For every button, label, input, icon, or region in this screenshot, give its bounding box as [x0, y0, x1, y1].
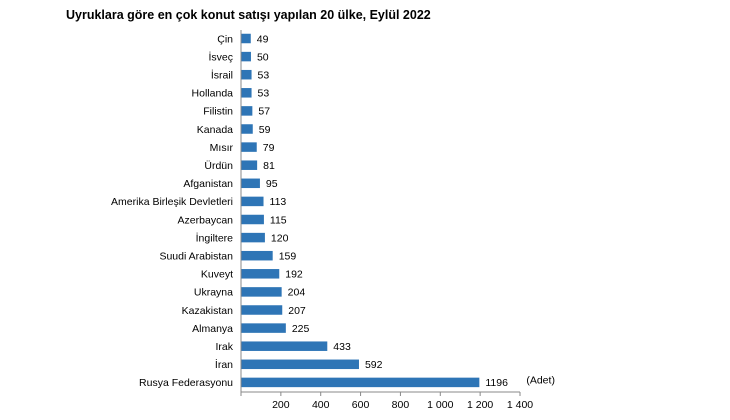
value-label: 113	[270, 196, 287, 208]
value-label: 49	[257, 33, 269, 45]
value-label: 592	[365, 359, 383, 371]
category-label: Çin	[217, 33, 233, 45]
bar	[241, 359, 359, 370]
bar	[241, 124, 253, 134]
value-label: 57	[258, 106, 270, 118]
value-label: 1196	[485, 377, 508, 389]
bar	[241, 88, 252, 98]
x-tick-label: 1 200	[467, 399, 493, 411]
x-tick-label: 1 000	[427, 399, 453, 411]
value-label: 120	[271, 232, 289, 244]
x-tick-label: 1 400	[507, 399, 533, 411]
bar	[241, 377, 480, 388]
value-label: 53	[258, 88, 270, 100]
x-tick-label: 800	[392, 399, 410, 411]
value-label: 53	[258, 70, 270, 82]
bar	[241, 250, 273, 261]
axes: 200 400 600 800 1 000 1 200 1 400	[240, 30, 533, 411]
bar	[241, 69, 252, 80]
x-tick-label: 600	[352, 399, 370, 411]
category-label: Hollanda	[192, 88, 234, 100]
bar	[241, 341, 328, 351]
category-label: Ukrayna	[194, 287, 233, 299]
category-label: Mısır	[210, 142, 234, 154]
value-label: 207	[288, 305, 306, 317]
value-labels: 49 50 53 53 57 59 79 81 95 113 115 120 159 192 204 207 2…	[257, 33, 555, 389]
bar	[241, 323, 286, 333]
category-label: İsrail	[211, 69, 233, 82]
category-label: Suudi Arabistan	[159, 251, 233, 263]
value-label: 115	[270, 214, 287, 226]
category-label: Azerbaycan	[178, 214, 234, 226]
value-label: 50	[257, 51, 269, 63]
value-label: 159	[279, 251, 297, 263]
unit-annotation: (Adet)	[526, 374, 555, 386]
value-label: 95	[266, 178, 278, 190]
bar	[241, 269, 280, 279]
category-label: İngiltere	[196, 231, 234, 244]
value-label: 59	[259, 124, 271, 136]
category-label: Kuveyt	[201, 269, 233, 281]
bar	[241, 305, 283, 315]
bar	[241, 196, 264, 207]
category-labels: Çin İsveç İsrail Hollanda Filistin Kanada Mısı…	[111, 33, 234, 389]
category-label: Kanada	[197, 124, 233, 136]
bars-group	[241, 33, 480, 388]
category-label: Kazakistan	[182, 305, 234, 317]
category-label: Irak	[215, 341, 233, 353]
bar	[241, 33, 251, 44]
category-label: Ürdün	[204, 160, 233, 172]
value-label: 204	[288, 287, 306, 299]
value-label: 79	[263, 142, 275, 154]
category-label: İsveç	[208, 50, 233, 63]
bar	[241, 160, 258, 170]
category-label: Rusya Federasyonu	[139, 377, 233, 389]
bar	[241, 106, 253, 116]
bar	[241, 142, 257, 152]
x-tick-label: 200	[272, 399, 290, 411]
bar	[241, 287, 282, 297]
value-label: 225	[292, 323, 310, 335]
bar	[241, 178, 260, 189]
value-label: 433	[333, 341, 351, 353]
chart-title: Uyruklara göre en çok konut satışı yapıl…	[66, 8, 431, 22]
value-label: 81	[263, 160, 275, 172]
x-tick-label: 400	[312, 399, 330, 411]
bar	[241, 51, 251, 62]
bar	[241, 214, 264, 225]
category-label: Filistin	[203, 106, 233, 118]
value-label: 192	[285, 269, 303, 281]
category-label: Afganistan	[183, 178, 233, 190]
bar	[241, 232, 265, 243]
category-label: Amerika Birleşik Devletleri	[111, 196, 233, 208]
category-label: İran	[215, 358, 233, 371]
category-label: Almanya	[192, 323, 233, 335]
